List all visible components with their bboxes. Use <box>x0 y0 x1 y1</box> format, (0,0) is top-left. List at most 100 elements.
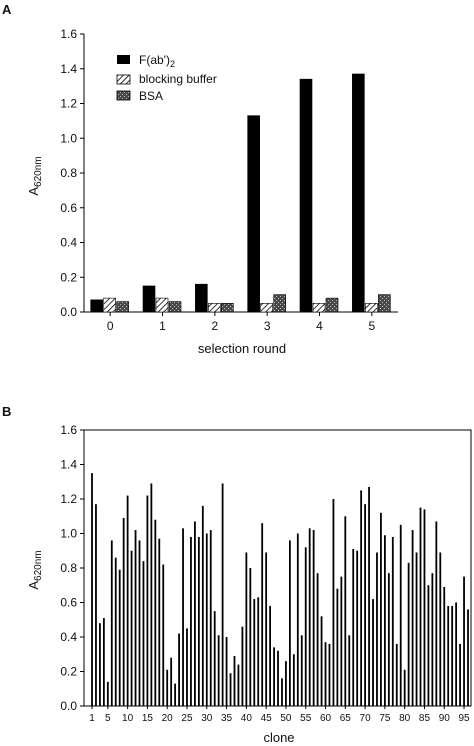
chart-a-xtick-label: 0 <box>107 319 114 333</box>
chart-b-xtick-label: 35 <box>221 713 233 724</box>
chart-b-bar <box>292 654 295 706</box>
chart-b-bar <box>439 552 442 706</box>
chart-a-bar-fab <box>352 73 365 313</box>
chart-a-ytick-label: 1.6 <box>60 27 77 41</box>
chart-b-xtick-label: 30 <box>201 713 213 724</box>
chart-b-xtick-label: 25 <box>181 713 193 724</box>
chart-b-ytick-label: 1.6 <box>60 423 77 437</box>
chart-a-bar-fab <box>247 115 260 313</box>
chart-b-xtick-label: 90 <box>439 713 451 724</box>
chart-b-xtick-label: 60 <box>320 713 332 724</box>
chart-b-bar <box>360 490 363 706</box>
chart-b-bar <box>285 661 287 706</box>
chart-b-ylabel-main: A <box>26 581 41 590</box>
chart-b-bar <box>201 505 204 706</box>
chart-b-bar <box>277 650 279 706</box>
chart-b-bar <box>320 616 323 706</box>
legend-swatch-fab <box>117 55 130 64</box>
chart-b-ytick-label: 0.2 <box>60 665 77 679</box>
chart-b-bar <box>174 683 177 706</box>
chart-b-xtick-label: 55 <box>300 713 312 724</box>
chart-b-bar <box>423 509 426 706</box>
chart-b-bar <box>194 521 196 706</box>
chart-a-bar-fab <box>142 285 156 313</box>
chart-b-bar <box>316 573 319 706</box>
chart-b-bar <box>138 540 141 706</box>
chart-b-xtick-label: 95 <box>458 713 470 724</box>
chart-b-bar <box>348 635 351 706</box>
chart-b-bar <box>391 536 394 706</box>
chart-a-ytick-label: 0.4 <box>60 236 77 250</box>
chart-b-bar <box>253 599 256 706</box>
chart-b-bar <box>372 599 374 706</box>
chart-b-bar <box>431 573 434 706</box>
chart-b-bar <box>364 504 366 706</box>
chart-a-ytick-label: 1.2 <box>60 97 77 111</box>
chart-b-ytick-label: 1.0 <box>60 527 77 541</box>
chart-b-xtick-label: 80 <box>399 713 411 724</box>
chart-a-bar-blocking <box>365 303 378 313</box>
chart-a-xlabel: selection round <box>198 341 286 356</box>
chart-b-bar <box>451 605 454 706</box>
panel-b-label: B <box>2 404 11 419</box>
chart-b-bar <box>356 550 359 706</box>
chart-b-bar <box>273 647 275 706</box>
chart-b-bar <box>233 655 236 706</box>
chart-b-bar <box>122 517 125 706</box>
chart-a-bar-blocking <box>155 297 169 313</box>
chart-b-bar <box>340 576 343 706</box>
chart-b-bar <box>336 588 339 706</box>
chart-b-ytick-label: 1.2 <box>60 492 77 506</box>
chart-a-bar-fab <box>195 283 208 313</box>
chart-a-ytick-label: 1.0 <box>60 131 77 145</box>
chart-b-bar <box>312 530 315 706</box>
chart-b-bar <box>95 504 97 706</box>
chart-b-bar <box>146 495 149 706</box>
chart-a: 0.0 0.2 0.4 0.6 0.8 1.0 1.2 1.4 1.6 0 1 2 3 4 5 <box>60 27 398 333</box>
chart-b-bar <box>324 642 327 706</box>
chart-b-bar <box>265 552 268 706</box>
panel-a-label: A <box>2 2 12 17</box>
chart-b-bar <box>170 657 173 706</box>
chart-b-ytick-label: 0.4 <box>60 630 77 644</box>
chart-b-bar <box>419 507 422 706</box>
chart-b-bar <box>106 681 109 706</box>
chart-b-bar <box>249 568 252 706</box>
chart-b-bar <box>114 557 117 706</box>
chart-b-bar <box>407 562 410 706</box>
chart-b-bar <box>130 550 133 706</box>
chart-b-xlabel: clone <box>263 730 294 745</box>
chart-b-bar <box>186 628 188 706</box>
chart-b-xtick-label: 10 <box>122 713 134 724</box>
chart-b-ytick-label: 1.4 <box>60 458 77 472</box>
chart-b-bar <box>304 547 307 706</box>
chart-b-bar <box>150 483 153 706</box>
chart-a-bar-bsa <box>325 297 339 313</box>
chart-b-bar <box>217 635 220 706</box>
chart-b-bar <box>162 564 165 706</box>
chart-b-ylabel-sub: 620nm <box>33 550 44 581</box>
chart-b-bar <box>209 530 212 706</box>
chart-b-bar <box>225 637 228 706</box>
chart-a-ytick-label: 0.0 <box>60 305 77 319</box>
chart-b-bar <box>368 486 370 706</box>
chart-b-bar <box>118 569 121 706</box>
chart-b-ytick-label: 0.6 <box>60 596 77 610</box>
chart-a-bar-fab <box>299 78 313 313</box>
chart-b-bar <box>387 573 390 706</box>
chart-a-legend: F(ab')2 blocking buffer BSA <box>116 53 217 103</box>
chart-b-xtick-label: 15 <box>142 713 154 724</box>
legend-label-blocking: blocking buffer <box>139 72 217 86</box>
chart-b-bar <box>178 633 180 706</box>
chart-b-bar <box>269 605 272 706</box>
chart-b-xtick-label: 45 <box>261 713 273 724</box>
chart-a-ytick-label: 0.8 <box>60 166 77 180</box>
chart-b-xtick-label: 65 <box>340 713 352 724</box>
chart-b-bar <box>205 533 208 706</box>
chart-b-bar <box>142 561 145 706</box>
chart-b-bar <box>463 576 465 706</box>
chart-b-xtick-label: 70 <box>360 713 372 724</box>
chart-b-bar <box>245 552 248 706</box>
chart-b-xtick-label: 50 <box>280 713 292 724</box>
